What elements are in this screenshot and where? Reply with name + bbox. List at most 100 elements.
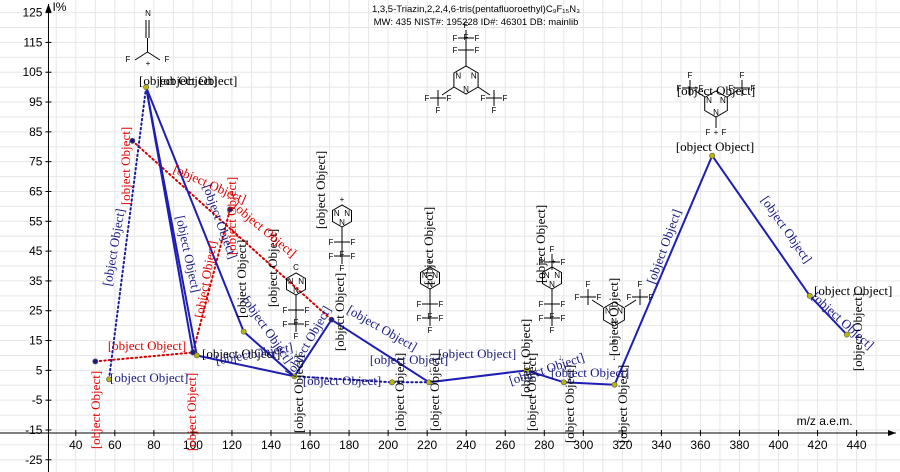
- x-tick-label: 180: [339, 438, 359, 452]
- fragmentation-path: [145, 86, 194, 353]
- data-point-mz-366: [709, 152, 716, 159]
- structure-atom-label: F: [688, 71, 693, 80]
- structure-atom-label: N: [293, 286, 299, 295]
- structure-atom-label: F: [550, 245, 555, 254]
- peak-label: [object Object]: [533, 205, 548, 283]
- data-point-mz-102: [193, 352, 200, 359]
- structure-atom-label: F: [561, 314, 566, 323]
- loss-label: [object Object]: [643, 207, 684, 286]
- y-tick-label: 105: [22, 65, 42, 79]
- structure-fragment-152: NN NF FFF FFC↓: [283, 263, 310, 357]
- structure-atom-label: F: [351, 252, 356, 261]
- data-point-mz-119: [227, 206, 233, 213]
- chart-subtitle: MW: 435 NIST#: 195228 ID#: 46301 DB: mai…: [374, 17, 579, 28]
- structure-atom-label: F: [751, 84, 756, 93]
- structure-atom-label: N: [544, 271, 550, 280]
- structure-atom-label: F: [165, 55, 170, 64]
- structure-atom-label: N: [455, 72, 461, 81]
- peak-label: [object Object]: [814, 283, 892, 298]
- structure-atom-label: N: [288, 277, 294, 286]
- structure-atom-label: C: [293, 263, 299, 272]
- structure-bond: [441, 86, 455, 96]
- data-point-mz-316: [611, 381, 618, 388]
- structure-bond: [147, 51, 161, 61]
- peak-label: [object Object]: [88, 371, 103, 449]
- x-tick-label: 200: [378, 438, 398, 452]
- structure-atom-label: F: [677, 84, 682, 93]
- structure-fragment-290: NN NF FFF FF·+F FF↓: [539, 245, 566, 362]
- loss-label: [object Object]: [370, 352, 448, 367]
- structure-atom-label: ↓: [612, 353, 616, 362]
- peak-label: [object Object]: [184, 373, 199, 451]
- structure-atom-label: F: [475, 34, 480, 43]
- structure-atom-label: N: [145, 9, 151, 18]
- x-tick-label: 320: [612, 438, 632, 452]
- x-tick-label: 220: [417, 438, 437, 452]
- y-tick-label: 35: [29, 274, 43, 288]
- x-tick-label: 140: [261, 438, 281, 452]
- structure-ring: [603, 301, 625, 327]
- structure-atom-label: F: [453, 46, 458, 55]
- structure-fragment-221: NN NF FFF FF+↓: [417, 257, 444, 374]
- structure-atom-label: N: [344, 209, 350, 218]
- data-point-mz-57: [106, 376, 112, 383]
- y-axis-arrow: [45, 4, 52, 12]
- y-tick-label: 15: [29, 334, 43, 348]
- structure-atom-label: F: [722, 128, 727, 137]
- structure-fragment-76: N F F +: [126, 9, 170, 68]
- data-point-mz-290: [560, 379, 567, 386]
- peak-label: [object Object]: [518, 319, 533, 397]
- x-tick-label: 260: [495, 438, 515, 452]
- structure-atom-label: F: [439, 300, 444, 309]
- peak-label: [object Object]: [265, 229, 280, 307]
- structure-atom-label: F: [481, 94, 486, 103]
- data-point-mz-76: [143, 84, 149, 91]
- structure-atom-label: F: [428, 326, 433, 335]
- structure-atom-label: F: [575, 293, 580, 302]
- structure-atom-label: F: [417, 300, 422, 309]
- data-point-mz-416: [806, 292, 813, 299]
- structure-atom-label: F: [283, 306, 288, 315]
- structure-atom-label: F: [329, 252, 334, 261]
- structure-atom-label: F: [539, 258, 544, 267]
- structure-atom-label: F: [539, 314, 544, 323]
- y-tick-label: 55: [29, 214, 43, 228]
- y-tick-label: 75: [29, 155, 43, 169]
- structure-atom-label: N: [422, 271, 428, 280]
- structure-atom-label: F: [586, 280, 591, 289]
- structure-atom-label: F: [638, 280, 643, 289]
- structure-atom-label: N: [471, 72, 477, 81]
- peak-label: [object Object]: [313, 151, 328, 229]
- loss-label: [object Object]: [758, 193, 815, 266]
- structure-bond: [477, 86, 491, 96]
- x-tick-label: 120: [222, 438, 242, 452]
- structure-atom-label: F: [126, 55, 131, 64]
- structure-atom-label: +: [714, 128, 719, 137]
- data-point-mz-271: [523, 367, 530, 374]
- peak-label: [object Object]: [427, 353, 442, 431]
- structure-atom-label: F: [464, 21, 469, 30]
- structure-atom-label: F: [329, 238, 334, 247]
- structure-atom-label: N: [427, 280, 433, 289]
- x-tick-label: 240: [456, 438, 476, 452]
- x-tick-label: 100: [183, 438, 203, 452]
- red-dotted-path: [131, 139, 333, 321]
- data-point-mz-126: [240, 328, 247, 335]
- structure-atom-label: F: [539, 300, 544, 309]
- structure-bond: [726, 89, 739, 98]
- x-axis-arrow: [888, 429, 896, 436]
- loss-label: [object Object]: [809, 289, 877, 353]
- data-point-mz-100: [190, 349, 196, 356]
- x-tick-label: 60: [108, 438, 122, 452]
- structure-bond: [591, 299, 604, 308]
- structure-atom-label: F: [729, 84, 734, 93]
- structure-atom-label: F: [305, 306, 310, 315]
- y-tick-label: 85: [29, 125, 43, 139]
- loss-label: [object Object]: [214, 339, 294, 367]
- structure-atom-label: N: [549, 280, 555, 289]
- loss-label: [object Object]: [99, 207, 127, 287]
- structure-atom-label: N: [554, 271, 560, 280]
- structure-atom-label: +: [428, 257, 433, 266]
- y-axis-label: I%: [52, 0, 66, 14]
- peak-label: [object Object]: [202, 346, 280, 361]
